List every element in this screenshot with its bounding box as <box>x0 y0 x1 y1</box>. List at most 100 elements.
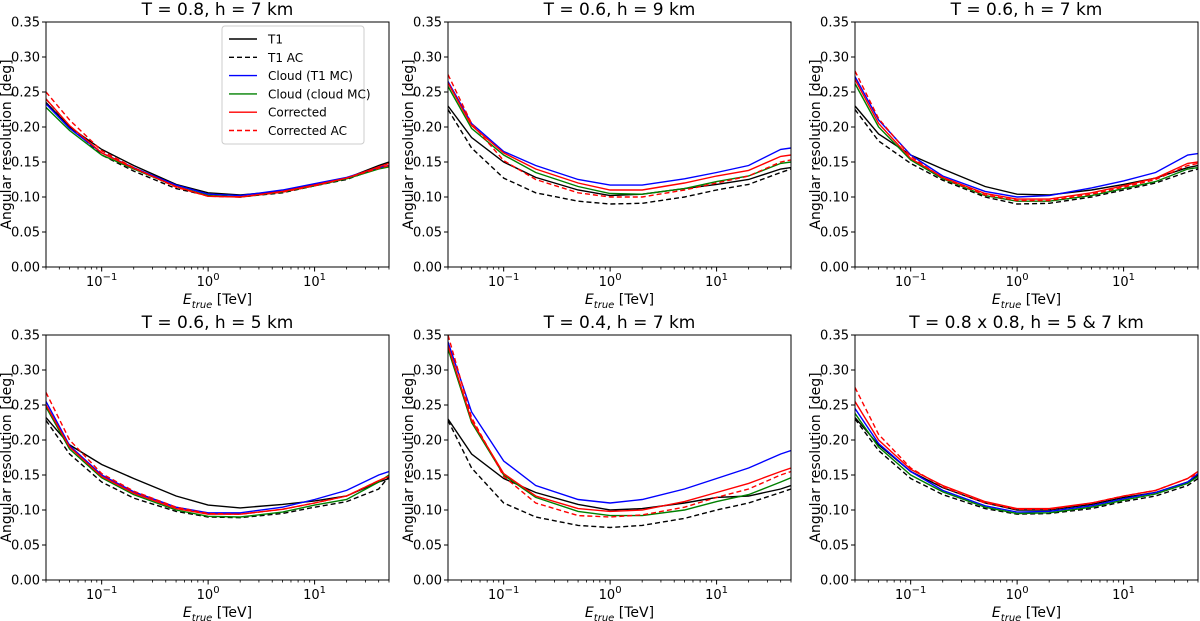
series-line-t1ac <box>448 420 791 529</box>
y-tick-label: 0.00 <box>820 574 849 589</box>
series-line-cloud_cloudmc <box>46 406 389 518</box>
legend-label-t1: T1 <box>267 33 283 47</box>
y-tick-label: 0.25 <box>820 86 849 101</box>
x-tick-label: 100 <box>1006 272 1029 290</box>
y-tick-label: 0.15 <box>820 469 849 484</box>
axes-frame <box>854 21 1199 268</box>
series-line-corr <box>448 82 791 191</box>
y-tick-label: 0.10 <box>820 191 849 206</box>
axes-frame <box>45 334 390 581</box>
series-line-corrac <box>448 74 791 198</box>
x-tick-label: 10−1 <box>86 585 117 603</box>
series-line-cloud_t1mc <box>46 401 389 514</box>
y-tick-label: 0.25 <box>11 86 40 101</box>
y-tick-label: 0.35 <box>11 329 40 344</box>
series-group <box>855 70 1198 205</box>
x-tick-label: 101 <box>303 272 326 290</box>
series-line-corr <box>448 345 791 513</box>
series-line-cloud_t1mc <box>855 408 1198 513</box>
series-line-t1 <box>448 105 791 197</box>
y-tick-label: 0.10 <box>413 191 442 206</box>
y-axis-label: Angular resolution [deg] <box>401 372 417 542</box>
x-tick-label: 101 <box>1112 272 1135 290</box>
panel-title: T = 0.6, h = 9 km <box>543 0 696 20</box>
legend-label-corr: Corrected <box>268 106 327 120</box>
y-tick-label: 0.20 <box>820 434 849 449</box>
y-tick-label: 0.20 <box>820 121 849 136</box>
y-tick-label: 0.15 <box>820 156 849 171</box>
x-tick-label: 101 <box>1112 585 1135 603</box>
x-tick-label: 101 <box>705 272 728 290</box>
axes-frame <box>447 334 792 581</box>
y-tick-label: 0.00 <box>11 574 40 589</box>
y-tick-label: 0.10 <box>11 191 40 206</box>
y-tick-label: 0.20 <box>11 121 40 136</box>
y-tick-label: 0.30 <box>413 364 442 379</box>
x-axis-label: Etrue [TeV] <box>183 605 252 621</box>
y-tick-label: 0.20 <box>413 121 442 136</box>
y-tick-label: 0.20 <box>11 434 40 449</box>
series-line-corr <box>855 79 1198 200</box>
axes-frame <box>854 334 1199 581</box>
x-tick-label: 10−1 <box>895 272 926 290</box>
y-tick-label: 0.30 <box>11 51 40 66</box>
panel-6: 0.00 0.05 0.10 0.15 0.20 0.25 0.30 0.35 10−1 100 1… <box>808 313 1199 621</box>
series-line-corr <box>46 98 389 198</box>
y-tick-label: 0.35 <box>413 16 442 31</box>
panel-3: 0.00 0.05 0.10 0.15 0.20 0.25 0.30 0.35 10−1 100 1… <box>808 0 1199 311</box>
x-tick-label: 10−1 <box>488 585 519 603</box>
y-tick-label: 0.20 <box>413 434 442 449</box>
x-tick-label: 100 <box>599 585 622 603</box>
x-tick-label: 100 <box>197 272 220 290</box>
legend-label-t1ac: T1 AC <box>267 51 303 65</box>
x-tick-label: 101 <box>705 585 728 603</box>
panel-5: 0.00 0.05 0.10 0.15 0.20 0.25 0.30 0.35 10−1 100 1… <box>401 313 792 621</box>
y-tick-label: 0.30 <box>11 364 40 379</box>
x-axis-label: Etrue [TeV] <box>585 605 654 621</box>
y-tick-label: 0.00 <box>820 261 849 276</box>
y-tick-label: 0.25 <box>413 399 442 414</box>
series-line-cloud_cloudmc <box>855 412 1198 515</box>
y-tick-label: 0.05 <box>413 226 442 241</box>
y-tick-label: 0.30 <box>413 51 442 66</box>
series-group <box>46 91 389 198</box>
y-tick-label: 0.35 <box>820 329 849 344</box>
x-axis-label: Etrue [TeV] <box>992 292 1061 311</box>
y-axis-label: Angular resolution [deg] <box>808 372 824 542</box>
series-line-corrac <box>46 392 389 515</box>
panel-title: T = 0.8, h = 7 km <box>141 0 294 20</box>
y-tick-label: 0.15 <box>413 469 442 484</box>
panel-4: 0.00 0.05 0.10 0.15 0.20 0.25 0.30 0.35 10−1 100 1… <box>0 313 390 621</box>
series-group <box>448 74 791 205</box>
x-tick-label: 100 <box>1006 585 1029 603</box>
series-line-corrac <box>855 387 1198 510</box>
series-group <box>448 335 791 529</box>
series-line-cloud_t1mc <box>448 341 791 504</box>
legend: T1 T1 AC Cloud (T1 MC) Cloud (cloud MC) Corr… <box>221 25 371 145</box>
y-tick-label: 0.10 <box>11 504 40 519</box>
series-line-t1ac <box>855 418 1198 515</box>
panel-title: T = 0.6, h = 7 km <box>950 0 1103 20</box>
y-tick-label: 0.05 <box>820 226 849 241</box>
series-line-cloud_t1mc <box>448 81 791 186</box>
series-line-corrac <box>448 335 791 518</box>
x-tick-label: 10−1 <box>895 585 926 603</box>
x-axis-label: Etrue [TeV] <box>585 292 654 311</box>
series-line-cloud_cloudmc <box>855 83 1198 202</box>
series-line-t1ac <box>855 109 1198 205</box>
y-tick-label: 0.10 <box>820 504 849 519</box>
axes-frame <box>447 21 792 268</box>
panel-2: 0.00 0.05 0.10 0.15 0.20 0.25 0.30 0.35 10−1 100 1… <box>401 0 792 311</box>
series-line-t1ac <box>448 109 791 205</box>
x-tick-label: 10−1 <box>86 272 117 290</box>
y-tick-label: 0.30 <box>820 51 849 66</box>
y-tick-label: 0.15 <box>11 156 40 171</box>
x-tick-label: 100 <box>197 585 220 603</box>
series-line-cloud_cloudmc <box>448 348 791 517</box>
y-tick-label: 0.30 <box>820 364 849 379</box>
y-tick-label: 0.00 <box>413 261 442 276</box>
x-tick-label: 10−1 <box>488 272 519 290</box>
y-tick-label: 0.15 <box>11 469 40 484</box>
x-axis-label: Etrue [TeV] <box>183 292 252 311</box>
